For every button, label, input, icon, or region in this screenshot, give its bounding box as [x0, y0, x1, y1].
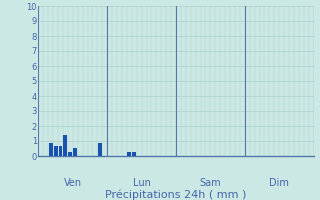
Bar: [54, 146, 58, 156]
Bar: [73, 148, 77, 156]
Bar: [49, 142, 53, 156]
Text: Ven: Ven: [64, 179, 82, 188]
Text: Dim: Dim: [269, 179, 289, 188]
Bar: [63, 135, 68, 156]
Bar: [68, 152, 72, 156]
Text: Sam: Sam: [200, 179, 221, 188]
Bar: [59, 146, 62, 156]
Bar: [127, 152, 131, 156]
Text: Précipitations 24h ( mm ): Précipitations 24h ( mm ): [105, 189, 247, 200]
Bar: [132, 152, 136, 156]
Text: Lun: Lun: [133, 179, 150, 188]
Bar: [98, 142, 102, 156]
